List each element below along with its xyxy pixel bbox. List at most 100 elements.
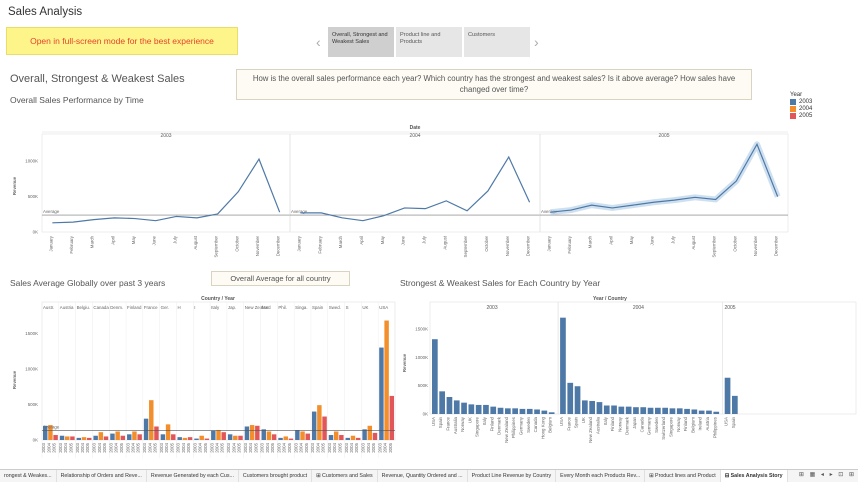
country-name-tick: UK	[581, 417, 586, 423]
country-name-tick: Norway	[617, 416, 622, 432]
line-month-tick: June	[650, 235, 655, 245]
tab-strongest-weakest[interactable]: rongest & Weakes...	[0, 470, 57, 482]
bar-chart-country-title: Strongest & Weakest Sales for Each Count…	[400, 278, 601, 288]
legend-item-2003[interactable]: 2003	[790, 99, 812, 105]
global-country-label: Phil.	[278, 305, 287, 310]
country-name-tick: Canada	[639, 416, 644, 432]
global-bar-2005	[187, 437, 193, 440]
next-story-point-icon[interactable]: ›	[534, 34, 539, 50]
country-bar-2004	[633, 407, 639, 414]
global-bar-2003	[143, 418, 149, 440]
global-year-tick: 2004	[97, 442, 102, 452]
country-bar-2004	[713, 411, 720, 414]
page-title: Overall, Strongest & Weakest Sales	[10, 73, 185, 85]
global-chart-ylabel: Revenue	[12, 370, 17, 389]
sheet-tab-bar: rongest & Weakes... Relationship of Orde…	[0, 469, 858, 482]
global-bar-2003	[177, 437, 182, 440]
tab-orders-revenue[interactable]: Relationship of Orders and Reve...	[57, 470, 147, 482]
line-panel-frame	[41, 133, 291, 233]
country-name-tick: Canada	[533, 416, 538, 432]
line-month-tick: July	[421, 235, 426, 244]
tab-product-lines[interactable]: ⊞ Product lines and Product	[645, 470, 721, 482]
global-y-tick: 500K	[28, 402, 38, 407]
country-bar-2004	[698, 410, 705, 414]
global-bar-2004	[216, 430, 221, 440]
legend-label: 2004	[799, 106, 813, 112]
global-year-tick: 2005	[203, 442, 208, 452]
country-bar-2003	[512, 408, 518, 414]
global-bar-2004	[249, 425, 255, 440]
global-bar-2005	[322, 416, 327, 440]
global-year-tick: 2003	[209, 442, 214, 452]
tab-monthly-products[interactable]: Every Month each Products Rev...	[556, 470, 646, 482]
global-year-tick: 2003	[327, 442, 332, 452]
tab-revenue-by-customer[interactable]: Revenue Generated by each Cus...	[147, 470, 239, 482]
revenue-line-2003	[52, 157, 281, 224]
country-bar-2004	[669, 408, 676, 414]
country-name-tick: Norway	[676, 416, 681, 432]
line-month-tick: April	[359, 236, 364, 245]
global-bar-2003	[93, 435, 98, 440]
tab-customers-sales[interactable]: ⊞ Customers and Sales	[312, 470, 378, 482]
global-year-tick: 2003	[310, 442, 315, 452]
country-bar-2004	[625, 406, 632, 414]
global-country-label: USA	[379, 305, 388, 310]
global-country-label: Italy	[211, 305, 220, 310]
global-country-label: Spain	[312, 305, 324, 310]
tab-revenue-quantity[interactable]: Revenue, Quantity Ordered and ...	[378, 470, 468, 482]
global-country-label: UK	[362, 305, 368, 310]
global-year-tick: 2003	[361, 442, 366, 452]
global-year-tick: 2004	[147, 442, 152, 452]
global-year-tick: 2004	[383, 442, 388, 452]
global-bar-2004	[98, 432, 104, 440]
country-name-tick: Hong Kong	[540, 416, 545, 439]
charts-canvas: Date Revenue 0K 500K 1000K 2003 Average January…	[12, 125, 857, 458]
global-bar-2003	[311, 411, 317, 440]
line-month-tick: September	[712, 235, 717, 257]
year-legend[interactable]: Year 2003 2004 2005	[790, 92, 812, 119]
tab-sales-analysis-story[interactable]: ⊟ Sales Analysis Story	[720, 470, 788, 482]
country-bar-2005	[732, 395, 738, 414]
country-name-tick: Japan	[632, 416, 637, 429]
global-year-tick: 2003	[260, 442, 265, 452]
global-year-tick: 2004	[349, 442, 354, 452]
country-name-tick: France	[446, 416, 451, 430]
story-point-customers[interactable]: Customers	[464, 27, 530, 57]
global-year-tick: 2005	[253, 442, 258, 452]
legend-item-2005[interactable]: 2005	[790, 113, 812, 119]
story-title: Sales Analysis	[8, 6, 83, 18]
country-bar-2003	[475, 404, 482, 414]
global-bar-2003	[127, 434, 132, 440]
tab-product-line-country[interactable]: Product Line Revenue by Country	[468, 470, 557, 482]
country-bar-2004	[676, 408, 683, 414]
global-bar-2004	[384, 320, 389, 440]
global-country-label: Denm.	[110, 305, 123, 310]
global-bar-2003	[43, 425, 48, 440]
global-year-tick: 2004	[332, 442, 337, 452]
global-bar-2005	[137, 434, 142, 440]
line-month-tick: May	[629, 235, 634, 244]
global-year-tick: 2004	[80, 442, 85, 452]
global-year-tick: 2003	[75, 442, 80, 452]
global-year-tick: 2005	[85, 442, 90, 452]
global-bar-2004	[350, 435, 356, 440]
global-year-tick: 2005	[371, 442, 376, 452]
story-point-overall[interactable]: Overall, Strongest and Weakest Sales	[328, 27, 394, 57]
sheet-nav-controls[interactable]: ⊞ ▦ ◂ ▸ ⊡ ⊞	[798, 472, 856, 478]
tab-customers-product[interactable]: Customers brought product	[239, 470, 313, 482]
country-name-tick: Spain	[438, 416, 443, 428]
legend-item-2004[interactable]: 2004	[790, 106, 812, 112]
country-bar-2005	[724, 377, 731, 414]
country-chart-header: Year / Country	[593, 296, 627, 302]
global-year-tick: 2005	[337, 442, 342, 452]
country-bar-2004	[582, 400, 588, 414]
legend-swatch	[790, 106, 796, 112]
global-year-tick: 2005	[270, 442, 275, 452]
story-point-product-line[interactable]: Product line and Products	[396, 27, 462, 57]
prev-story-point-icon[interactable]: ‹	[316, 34, 321, 50]
bar-chart-global-title: Sales Average Globally over past 3 years	[10, 278, 166, 288]
global-year-tick: 2005	[237, 442, 242, 452]
global-year-tick: 2004	[63, 442, 68, 452]
country-y-tick: 1000K	[415, 355, 428, 360]
country-bar-2004	[603, 405, 610, 414]
